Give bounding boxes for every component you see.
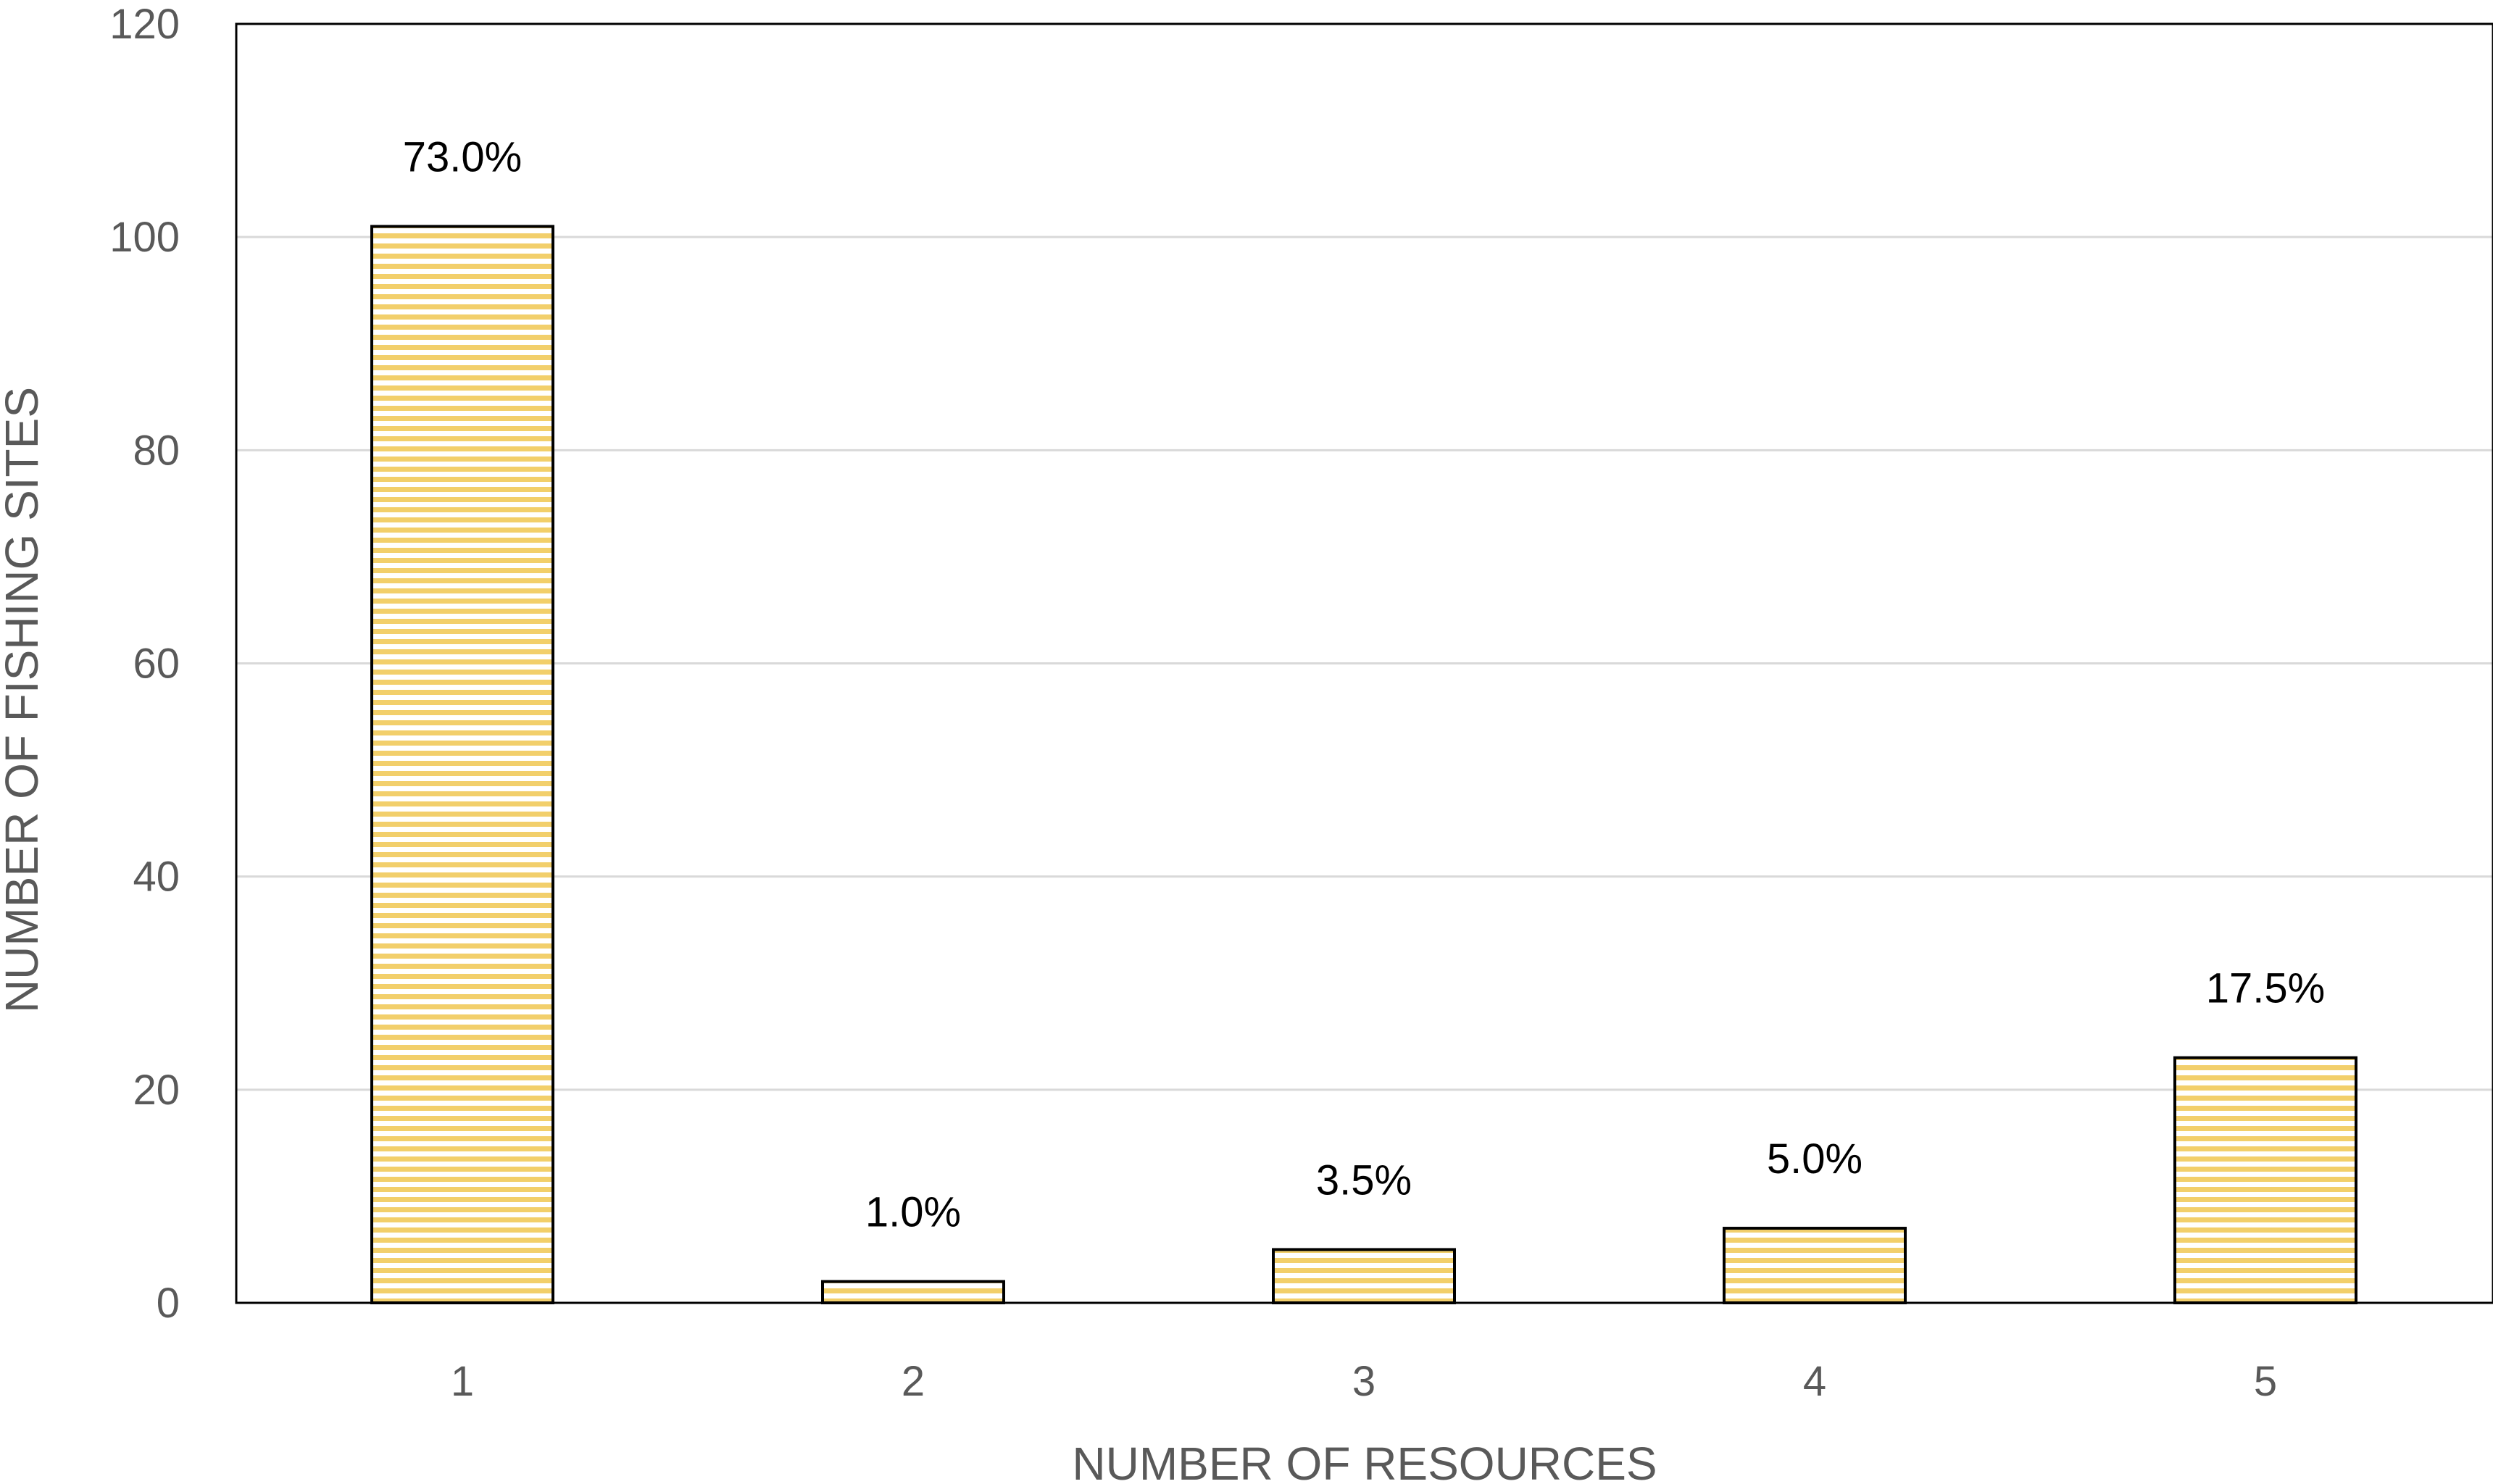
bar-1 [370,225,554,1304]
data-label-4: 5.0% [1767,1135,1863,1183]
gridlines [236,235,2493,1091]
y-tick-label: 40 [133,854,180,901]
data-label-2: 1.0% [865,1189,961,1236]
y-tick-label: 20 [133,1067,180,1114]
y-axis-ticks: 0 20 40 60 80 100 120 [109,1,180,1327]
x-tick-label-5: 5 [2254,1358,2277,1405]
x-axis-title: NUMBER OF RESOURCES [1072,1438,1657,1484]
x-tick-label-1: 1 [451,1358,474,1405]
bars [370,225,2357,1305]
data-labels: 73.0% 1.0% 3.5% 5.0% 17.5% [403,133,2325,1235]
plot-frame [235,22,2493,1304]
data-label-5: 17.5% [2206,965,2325,1012]
x-tick-label-4: 4 [1803,1358,1826,1405]
data-label-3: 3.5% [1316,1156,1412,1204]
bar-3 [1272,1248,1456,1305]
x-tick-label-3: 3 [1352,1358,1375,1405]
x-tick-label-2: 2 [902,1358,925,1405]
data-label-1: 73.0% [403,133,522,180]
y-axis-title: NUMBER OF FISHING SITES [0,387,48,1013]
x-axis-ticks: 1 2 3 4 5 [451,1358,2277,1405]
y-tick-label: 0 [157,1280,180,1327]
y-tick-label: 100 [109,214,180,261]
y-tick-label: 120 [109,1,180,48]
bar-2 [821,1280,1005,1305]
bar-5 [2173,1056,2357,1305]
bar-4 [1723,1227,1907,1304]
y-tick-label: 80 [133,427,180,474]
y-tick-label: 60 [133,641,180,688]
